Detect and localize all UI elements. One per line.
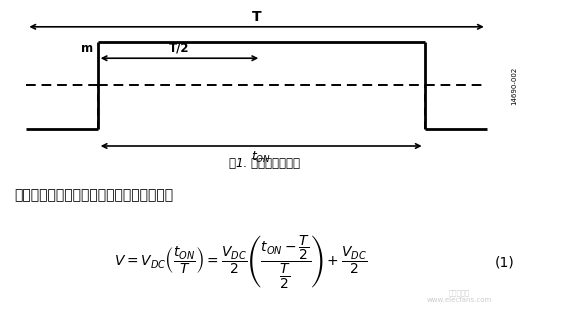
Text: 逆变器输出与导通时间具有如下函数关系：: 逆变器输出与导通时间具有如下函数关系： [14,189,173,203]
Text: $t_{ON}$: $t_{ON}$ [251,150,272,165]
Text: T: T [252,10,261,24]
Text: 14690-002: 14690-002 [511,67,517,105]
Text: T/2: T/2 [169,42,190,55]
Text: $V = V_{DC}\left(\dfrac{t_{ON}}{T}\right) = \dfrac{V_{DC}}{2}\left(\dfrac{t_{ON}: $V = V_{DC}\left(\dfrac{t_{ON}}{T}\right… [114,234,368,291]
Text: m: m [81,42,93,55]
Text: (1): (1) [495,255,515,269]
Text: 电子发烧友
www.elecfans.com: 电子发烧友 www.elecfans.com [426,289,492,302]
Text: 图1. 逆变器开关波形: 图1. 逆变器开关波形 [228,157,300,170]
